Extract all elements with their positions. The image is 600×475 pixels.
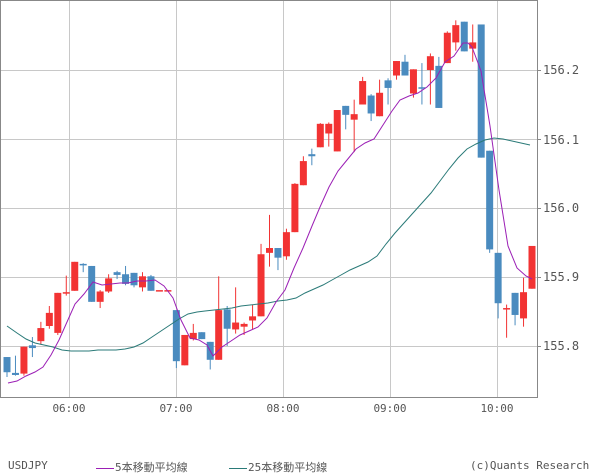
ma25-line — [6, 137, 531, 352]
ma5-line — [7, 42, 533, 384]
symbol-label: USDJPY — [8, 459, 48, 472]
x-tick: 10:00 — [480, 402, 514, 415]
legend-ma5-label: 5本移動平均線 — [115, 461, 188, 474]
legend-ma25: 25本移動平均線 — [229, 459, 327, 475]
x-tick: 08:00 — [266, 402, 300, 415]
ma5-swatch-icon — [96, 467, 114, 469]
candles — [3, 20, 536, 378]
grid-lines — [0, 0, 541, 397]
plot-border — [0, 0, 538, 398]
legend-ma5: 5本移動平均線 — [96, 459, 188, 475]
y-tick: 156.0 — [543, 201, 580, 215]
x-tick: 07:00 — [159, 402, 193, 415]
x-tick: 09:00 — [373, 402, 407, 415]
legend-ma25-label: 25本移動平均線 — [248, 461, 328, 474]
y-tick: 156.2 — [543, 63, 580, 77]
y-tick: 155.9 — [543, 270, 580, 284]
x-tick: 06:00 — [52, 402, 86, 415]
copyright: (c)Quants Research — [470, 459, 590, 472]
ma25-swatch-icon — [229, 467, 247, 469]
y-tick: 156.1 — [543, 133, 580, 147]
y-tick: 155.8 — [543, 339, 580, 353]
